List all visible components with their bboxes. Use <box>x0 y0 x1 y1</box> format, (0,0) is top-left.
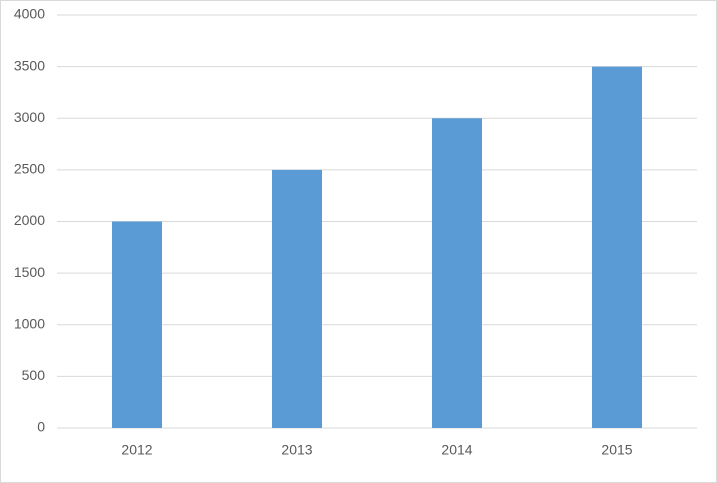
y-tick-label: 1000 <box>14 315 45 331</box>
bar <box>272 169 322 428</box>
y-tick-label: 4000 <box>14 6 45 22</box>
y-tick-label: 2500 <box>14 161 45 177</box>
x-tick-label: 2013 <box>281 442 312 458</box>
y-tick-label: 1500 <box>14 264 45 280</box>
bar <box>112 221 162 428</box>
bar <box>432 118 482 428</box>
x-tick-label: 2012 <box>121 442 152 458</box>
x-tick-label: 2014 <box>441 442 472 458</box>
y-tick-label: 500 <box>22 367 46 383</box>
y-tick-label: 3500 <box>14 57 45 73</box>
y-tick-label: 2000 <box>14 212 45 228</box>
bar <box>592 66 642 428</box>
y-tick-label: 0 <box>37 419 45 435</box>
y-tick-label: 3000 <box>14 109 45 125</box>
x-tick-label: 2015 <box>601 442 632 458</box>
